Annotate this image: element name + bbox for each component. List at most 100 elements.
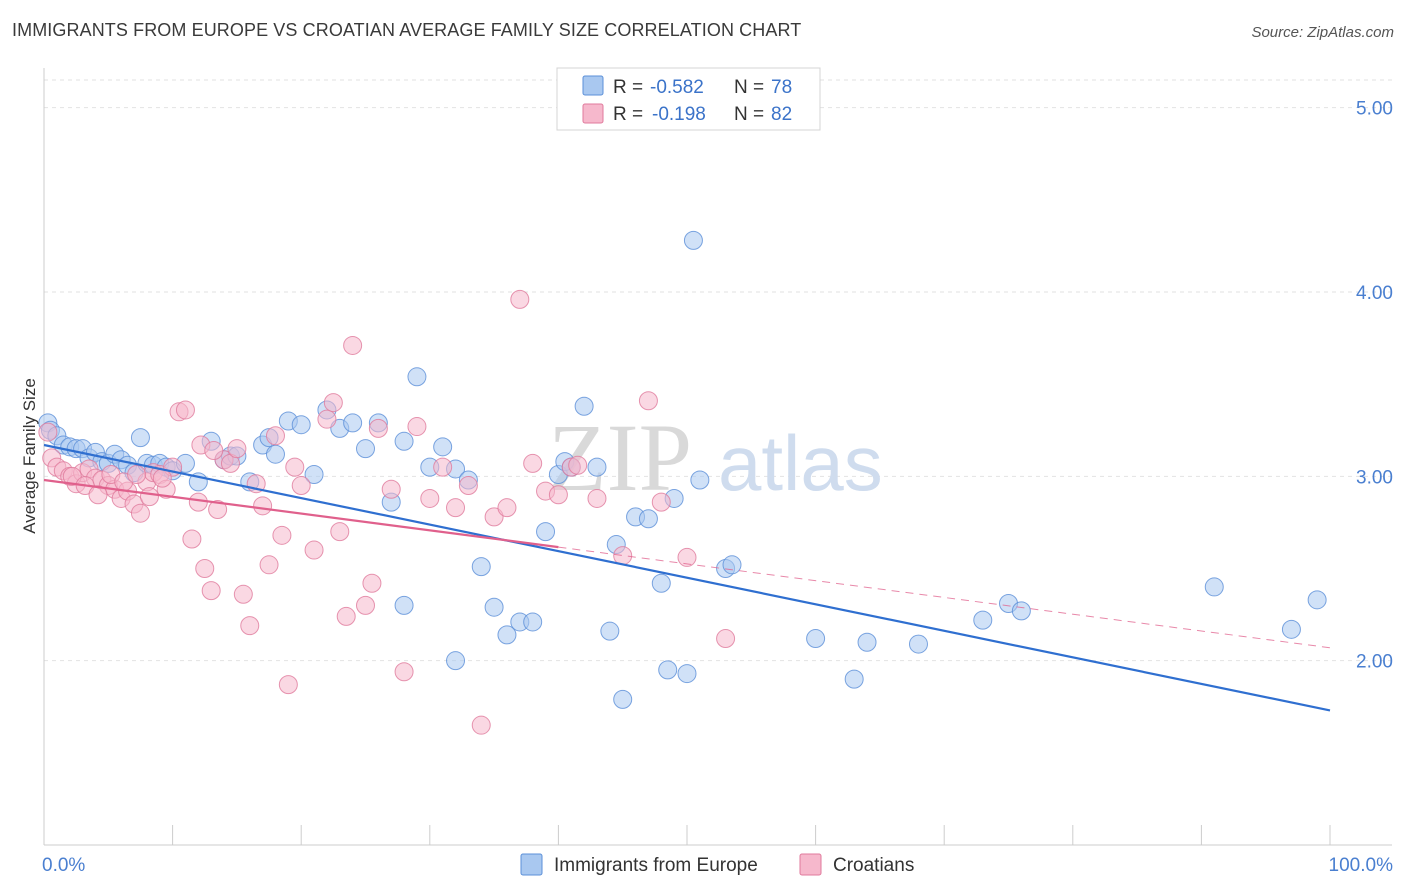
data-point (394, 595, 414, 615)
series-legend-label-europe[interactable]: Immigrants from Europe (554, 855, 758, 876)
data-point (677, 547, 697, 567)
data-point (1281, 619, 1301, 639)
legend-r-label: R = (613, 77, 643, 98)
data-point (651, 492, 671, 512)
data-point (574, 396, 594, 416)
data-point (651, 573, 671, 593)
data-point (471, 557, 491, 577)
data-point (304, 464, 324, 484)
data-point (336, 606, 356, 626)
data-point (152, 468, 172, 488)
data-point (1307, 590, 1327, 610)
data-point (658, 660, 678, 680)
data-points (38, 230, 1327, 735)
data-point (407, 367, 427, 387)
legend-r-value: -0.582 (650, 77, 704, 98)
data-point (722, 555, 742, 575)
chart-source: Source: ZipAtlas.com (1251, 24, 1394, 41)
data-point (227, 439, 247, 459)
data-point (356, 439, 375, 459)
series-points-1 (38, 289, 736, 735)
data-point (548, 485, 568, 505)
data-point (343, 413, 363, 433)
legend-n-value: 78 (771, 77, 792, 98)
data-point (857, 632, 877, 652)
x-tick-label-max: 100.0% (1329, 855, 1394, 876)
data-point (304, 540, 324, 560)
data-point (638, 391, 658, 411)
data-point (1204, 577, 1224, 597)
data-point (613, 546, 633, 566)
series-legend: Immigrants from Europe Croatians (520, 853, 914, 876)
data-point (683, 230, 703, 250)
data-point (265, 426, 285, 446)
data-point (407, 417, 427, 437)
series-legend-label-croatians[interactable]: Croatians (833, 855, 914, 876)
y-tick-label: 5.00 (1356, 99, 1393, 120)
data-point (62, 466, 82, 486)
data-point (844, 669, 864, 689)
data-point (182, 529, 202, 549)
data-point (356, 595, 375, 615)
data-point (587, 457, 607, 477)
data-point (175, 400, 195, 420)
data-point (420, 488, 440, 508)
data-point (510, 289, 530, 309)
data-point (568, 455, 588, 475)
data-point (265, 444, 285, 464)
y-tick-label: 2.00 (1356, 652, 1393, 673)
data-point (130, 503, 150, 523)
data-point (368, 418, 388, 438)
data-point (208, 500, 228, 520)
data-point (381, 479, 401, 499)
legend-r-value: -0.198 (652, 104, 706, 125)
data-point (88, 485, 108, 505)
data-point (497, 498, 517, 518)
trend-line-dashed-1 (558, 546, 1331, 649)
data-point (323, 393, 343, 413)
data-point (130, 428, 150, 448)
data-point (240, 616, 260, 636)
chart-title: IMMIGRANTS FROM EUROPE VS CROATIAN AVERA… (12, 20, 802, 40)
data-point (973, 610, 993, 630)
data-point (471, 715, 491, 735)
data-point (139, 487, 159, 507)
data-point (278, 675, 298, 695)
data-point (484, 507, 504, 527)
data-point (253, 496, 273, 516)
data-point (446, 651, 466, 671)
data-point (330, 522, 350, 542)
trend-line-0 (43, 443, 1331, 712)
data-point (317, 409, 337, 429)
legend-n-label: N = (734, 104, 764, 125)
data-point (613, 689, 633, 709)
data-point (272, 525, 292, 545)
trend-line-1 (43, 478, 559, 549)
data-point (285, 457, 305, 477)
data-point (638, 509, 658, 529)
data-point (523, 612, 543, 632)
trend-lines (43, 443, 1331, 712)
data-point (291, 415, 311, 435)
data-point (204, 441, 224, 461)
y-axis-title: Average Family Size (20, 378, 39, 534)
series-legend-swatch-europe[interactable] (520, 853, 543, 876)
data-point (195, 558, 215, 578)
stats-legend-row-croatians: R = -0.198 N = 82 (582, 103, 792, 125)
data-point (127, 464, 147, 484)
data-point (908, 634, 928, 654)
series-legend-swatch-croatians[interactable] (799, 853, 822, 876)
data-point (362, 573, 382, 593)
data-point (497, 625, 517, 645)
legend-n-value: 82 (771, 104, 792, 125)
data-point (446, 498, 466, 518)
data-point (536, 522, 556, 542)
data-point (394, 431, 414, 451)
legend-swatch-europe (582, 75, 604, 96)
data-point (690, 470, 710, 490)
data-point (233, 584, 253, 604)
data-point (259, 555, 279, 575)
data-point (38, 422, 58, 442)
data-point (291, 476, 311, 496)
y-tick-labels: 2.00 3.00 4.00 5.00 (1356, 99, 1393, 673)
